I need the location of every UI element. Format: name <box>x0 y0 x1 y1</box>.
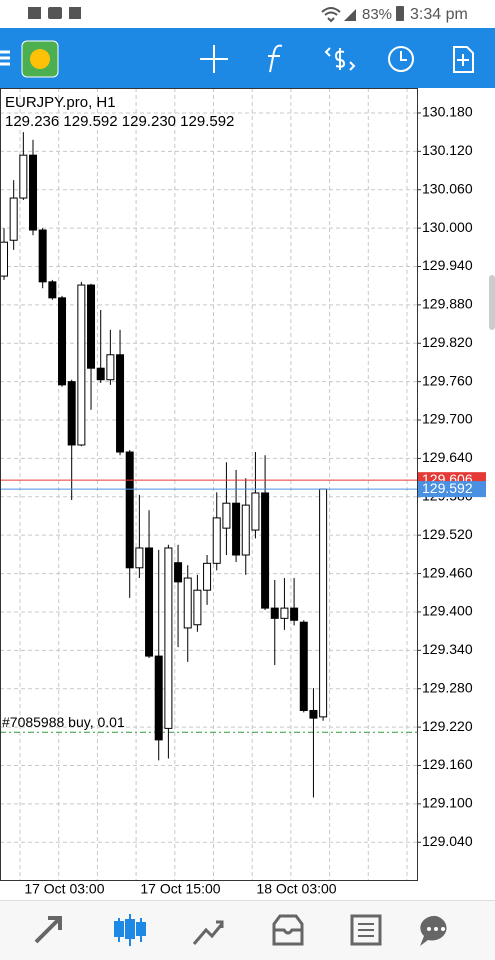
candle-body <box>154 655 163 741</box>
order-label: #7085988 buy, 0.01 <box>2 714 125 730</box>
candle-body <box>251 492 260 531</box>
history-tab[interactable] <box>272 914 304 946</box>
time-text: 3:34 pm <box>410 6 468 23</box>
edge-handle[interactable] <box>489 275 495 330</box>
candle-body <box>19 154 28 199</box>
candle-body <box>135 547 144 569</box>
chat-dot <box>441 927 445 931</box>
plot-frame <box>0 88 418 881</box>
chat-dot <box>434 927 438 931</box>
y-tick-label: 130.120 <box>422 142 473 158</box>
bottom-nav <box>0 900 495 960</box>
candle-body <box>58 297 67 386</box>
signal-icon <box>344 9 356 21</box>
status-icon <box>28 7 41 19</box>
candle-body <box>309 709 318 719</box>
y-tick-label: 129.040 <box>422 833 473 849</box>
candle-body <box>193 589 202 626</box>
chart: #7085988 buy, 0.01 <box>0 88 421 880</box>
candle-body <box>67 381 76 446</box>
battery-text: 83% <box>362 6 392 23</box>
candle-body <box>77 284 86 446</box>
news-lines <box>358 923 374 937</box>
crosshair-button[interactable] <box>200 45 228 73</box>
x-tick-label: 17 Oct 03:00 <box>24 881 104 897</box>
status-bar <box>0 0 495 28</box>
trade-button[interactable] <box>324 47 356 71</box>
indicators-button[interactable] <box>268 44 283 73</box>
candle-body <box>299 621 308 711</box>
price-tag <box>418 481 486 498</box>
candle-body <box>270 607 279 619</box>
price-tag-label: 129.592 <box>422 480 473 496</box>
candle-body <box>232 502 241 556</box>
y-tick-label: 129.220 <box>422 718 473 734</box>
timeframe-button[interactable] <box>388 46 414 72</box>
status-icon <box>48 7 62 19</box>
candle-body <box>280 607 289 619</box>
y-tick-label: 129.940 <box>422 257 473 273</box>
ohlc-label: 129.236 129.592 129.230 129.592 <box>5 113 234 130</box>
timeframe-hand <box>400 51 407 61</box>
y-tick-label: 129.640 <box>422 449 473 465</box>
wifi-icon <box>321 7 341 23</box>
y-tick-label: 130.000 <box>422 219 473 235</box>
candle-body <box>106 354 115 381</box>
candle-body <box>145 547 154 657</box>
candle-body <box>261 492 270 609</box>
status-icon <box>69 7 81 19</box>
candle-body <box>241 504 250 556</box>
candle-body <box>0 241 8 277</box>
candle-body <box>96 367 105 381</box>
candle-body <box>48 281 57 299</box>
chat-tab[interactable] <box>420 915 447 946</box>
menu-button[interactable] <box>0 50 10 66</box>
candle-body <box>116 354 125 453</box>
y-tick-label: 129.880 <box>422 296 473 312</box>
chart-title: EURJPY.pro, H1 <box>5 94 116 111</box>
candle-body <box>319 488 328 718</box>
candle-body <box>9 197 18 241</box>
candle-body <box>290 607 299 621</box>
candle-body <box>125 451 134 569</box>
battery-icon <box>396 6 404 21</box>
y-tick-label: 129.280 <box>422 679 473 695</box>
toolbar <box>0 28 495 88</box>
y-tick-label: 129.700 <box>422 411 473 427</box>
chart-tab[interactable] <box>114 914 146 946</box>
chat-dot <box>427 927 431 931</box>
y-tick-label: 129.460 <box>422 564 473 580</box>
candle-body <box>222 502 231 529</box>
candle-body <box>183 577 192 629</box>
y-tick-label: 129.100 <box>422 795 473 811</box>
quotes-tab[interactable] <box>34 916 62 944</box>
candle-body <box>212 517 221 564</box>
trade-tab[interactable] <box>192 920 224 945</box>
y-tick-label: 129.520 <box>422 526 473 542</box>
y-tick-label: 130.180 <box>422 104 473 120</box>
y-tick-label: 129.820 <box>422 334 473 350</box>
x-tick-label: 17 Oct 15:00 <box>140 881 220 897</box>
y-tick-label: 129.760 <box>422 372 473 388</box>
y-tick-label: 129.340 <box>422 641 473 657</box>
candle-body <box>203 562 212 591</box>
y-tick-label: 129.160 <box>422 756 473 772</box>
candle-body <box>87 284 96 369</box>
new-order-button[interactable] <box>453 46 474 73</box>
x-tick-label: 18 Oct 03:00 <box>256 881 336 897</box>
candle-body <box>29 154 38 231</box>
app-logo-mark <box>30 49 50 69</box>
candle-body <box>38 229 47 283</box>
candle-body <box>164 547 173 729</box>
candle-body <box>174 562 183 583</box>
y-tick-label: 129.400 <box>422 603 473 619</box>
y-tick-label: 130.060 <box>422 180 473 196</box>
news-tab[interactable] <box>350 914 382 946</box>
